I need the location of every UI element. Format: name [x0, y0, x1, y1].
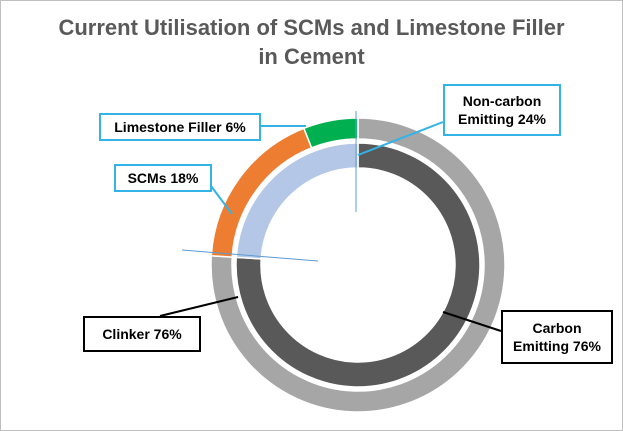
chart-title-line-1: Current Utilisation of SCMs and Limeston… [58, 15, 565, 40]
label-scms: SCMs 18% [114, 164, 212, 192]
inner-slice-non-carbon-emitting [235, 142, 359, 260]
label-limestone-filler: Limestone Filler 6% [99, 113, 261, 141]
chart-title-line-2: in Cement [258, 44, 365, 69]
outer-slice-clinker [210, 117, 506, 413]
label-clinker: Clinker 76% [83, 316, 201, 352]
leader-non-carbon [357, 121, 444, 156]
label-carbon-line-1: Carbon [532, 320, 582, 336]
leader-clinker [159, 296, 239, 317]
leader-scms [210, 185, 233, 215]
label-carbon-line-2: Emitting 76% [513, 338, 601, 354]
outer-slice-limestone-filler [302, 117, 359, 149]
label-non-carbon-emitting: Non-carbon Emitting 24% [443, 84, 561, 136]
label-non-carbon-line-1: Non-carbon [462, 93, 542, 109]
outer-ring [210, 117, 506, 413]
label-non-carbon-line-2: Emitting 24% [458, 111, 546, 127]
inner-ring [235, 142, 481, 388]
guide-line-horizontal [181, 249, 319, 262]
leader-carbon [442, 311, 502, 332]
inner-slice-carbon-emitting [235, 142, 481, 388]
label-carbon-emitting: Carbon Emitting 76% [501, 310, 613, 364]
